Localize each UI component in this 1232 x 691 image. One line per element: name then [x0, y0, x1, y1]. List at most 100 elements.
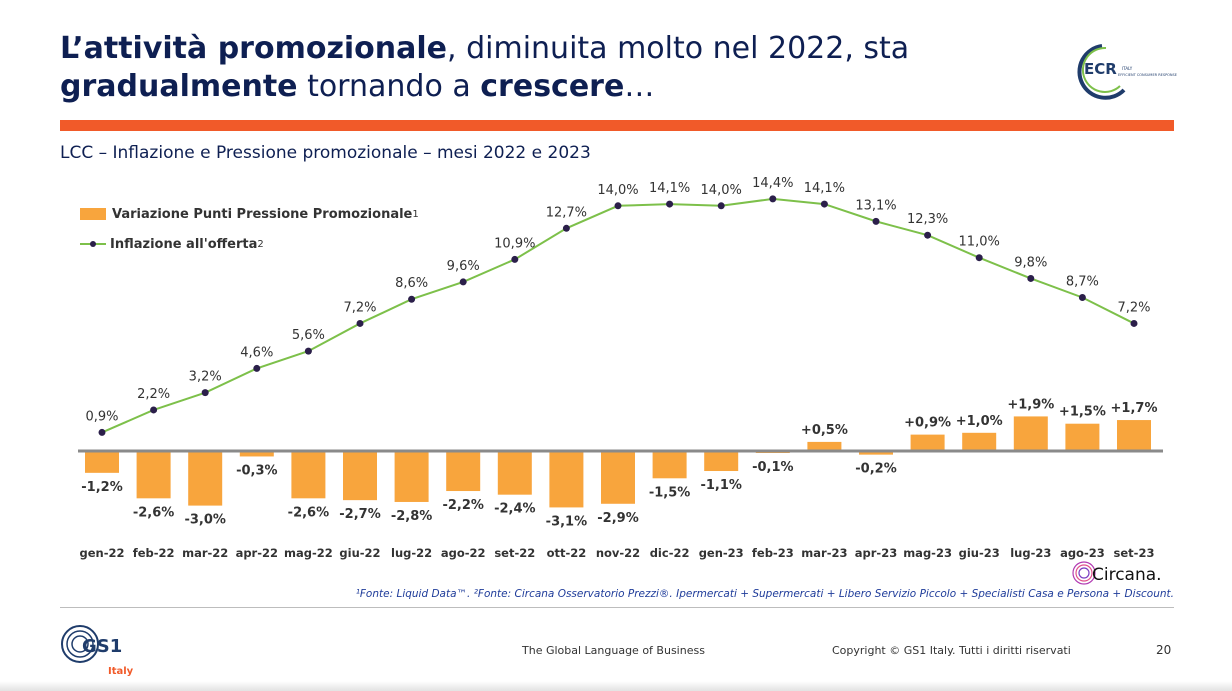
- x-tick-gen-23: gen-23: [699, 546, 744, 560]
- line-label-mag-22: 5,6%: [292, 328, 325, 343]
- line-label-ott-22: 12,7%: [546, 205, 587, 220]
- bar-set-22: [497, 451, 532, 495]
- line-label-set-23: 7,2%: [1117, 300, 1150, 315]
- bar-mag-22: [291, 451, 326, 499]
- line-point-lug-22: [408, 295, 416, 303]
- line-point-apr-22: [253, 364, 261, 372]
- bar-label-lug-23: +1,9%: [1007, 397, 1054, 412]
- bar-label-lug-22: -2,8%: [391, 509, 432, 524]
- line-label-mag-23: 12,3%: [907, 212, 948, 227]
- bar-label-giu-22: -2,7%: [339, 507, 380, 522]
- x-tick-apr-23: apr-23: [855, 546, 897, 560]
- line-point-feb-22: [150, 406, 158, 414]
- bar-label-ott-22: -3,1%: [546, 514, 587, 529]
- x-tick-ott-22: ott-22: [547, 546, 587, 560]
- x-tick-set-23: set-23: [1114, 546, 1155, 560]
- x-tick-nov-22: nov-22: [596, 546, 640, 560]
- bar-mag-23: [910, 434, 945, 451]
- source-note: ¹Fonte: Liquid Data™. ²Fonte: Circana Os…: [355, 588, 1174, 600]
- legend-bar-label: Variazione Punti Pressione Promozionale: [112, 206, 413, 222]
- title-part-6: …: [624, 69, 655, 104]
- x-tick-feb-22: feb-22: [133, 546, 175, 560]
- chart-subtitle: LCC – Inflazione e Pressione promozional…: [60, 143, 591, 163]
- line-label-giu-23: 11,0%: [959, 235, 1000, 250]
- line-point-gen-23: [717, 202, 725, 210]
- gs1-logo-sub: Italy: [108, 666, 134, 677]
- x-tick-gen-22: gen-22: [80, 546, 125, 560]
- line-point-mar-22: [201, 389, 209, 397]
- bar-label-mag-22: -2,6%: [288, 505, 329, 520]
- chart-legend: Variazione Punti Pressione Promozionale 1…: [80, 205, 419, 265]
- x-tick-mag-23: mag-23: [903, 546, 952, 560]
- line-point-mag-22: [304, 347, 312, 355]
- bar-label-set-23: +1,7%: [1111, 401, 1158, 416]
- circana-logo-text: Circana.: [1092, 565, 1162, 585]
- bar-ago-22: [446, 451, 481, 492]
- line-label-lug-22: 8,6%: [395, 276, 428, 291]
- x-tick-giu-23: giu-23: [959, 546, 1000, 560]
- line-label-apr-23: 13,1%: [855, 198, 896, 213]
- line-label-lug-23: 9,8%: [1014, 255, 1047, 270]
- line-label-feb-23: 14,4%: [752, 176, 793, 191]
- line-label-apr-22: 4,6%: [240, 345, 273, 360]
- legend-line-label: Inflazione all'offerta: [110, 236, 258, 252]
- footer-copyright: Copyright © GS1 Italy. Tutti i diritti r…: [832, 644, 1071, 657]
- gs1-logo: GS1 Italy: [61, 625, 134, 677]
- bar-label-mag-23: +0,9%: [904, 416, 951, 431]
- line-point-ott-22: [562, 224, 570, 232]
- page-number: 20: [1156, 643, 1172, 657]
- bar-label-nov-22: -2,9%: [597, 511, 638, 526]
- bar-label-ago-22: -2,2%: [442, 498, 483, 513]
- bar-giu-23: [962, 432, 997, 451]
- ecr-logo-tag: EFFICIENT CONSUMER RESPONSE: [1118, 73, 1177, 77]
- bar-label-gen-22: -1,2%: [81, 480, 122, 495]
- title-part-5: crescere: [480, 69, 625, 104]
- x-tick-lug-22: lug-22: [391, 546, 432, 560]
- line-label-giu-22: 7,2%: [343, 300, 376, 315]
- line-point-mar-23: [820, 200, 828, 208]
- bar-ott-22: [549, 451, 584, 508]
- line-point-nov-22: [614, 202, 622, 210]
- bar-label-giu-23: +1,0%: [956, 414, 1003, 429]
- line-label-feb-22: 2,2%: [137, 387, 170, 402]
- bar-label-apr-23: -0,2%: [855, 462, 896, 477]
- legend-bar-swatch: [80, 208, 106, 220]
- bar-apr-23: [859, 451, 893, 455]
- x-tick-set-22: set-22: [494, 546, 535, 560]
- legend-item-line: Inflazione all'offerta 2: [80, 235, 419, 253]
- line-label-ago-22: 9,6%: [447, 259, 480, 274]
- line-point-giu-22: [356, 319, 364, 327]
- line-label-gen-23: 14,0%: [701, 183, 742, 198]
- bar-label-mar-22: -3,0%: [184, 513, 225, 528]
- circana-logo: Circana.: [1072, 561, 1162, 585]
- bar-ago-23: [1065, 423, 1100, 451]
- footer-tagline: The Global Language of Business: [522, 644, 705, 657]
- line-point-ago-23: [1078, 293, 1086, 301]
- line-label-set-22: 10,9%: [494, 236, 535, 251]
- x-tick-mar-22: mar-22: [182, 546, 228, 560]
- legend-bar-sup: 1: [412, 208, 419, 220]
- ecr-logo: ECR ITALY EFFICIENT CONSUMER RESPONSE: [1077, 44, 1177, 100]
- line-label-mar-22: 3,2%: [189, 370, 222, 385]
- line-label-ago-23: 8,7%: [1066, 274, 1099, 289]
- bar-label-ago-23: +1,5%: [1059, 405, 1106, 420]
- bar-mar-23: [807, 441, 842, 451]
- x-tick-apr-22: apr-22: [236, 546, 278, 560]
- line-point-set-22: [511, 255, 519, 263]
- ecr-logo-text: ECR: [1084, 60, 1117, 78]
- bar-label-feb-23: -0,1%: [752, 460, 793, 475]
- bar-gen-23: [704, 451, 739, 472]
- x-tick-feb-23: feb-23: [752, 546, 794, 560]
- line-point-dic-22: [666, 200, 674, 208]
- ecr-logo-sub: ITALY: [1122, 66, 1133, 71]
- title-part-3: gradualmente: [60, 69, 298, 104]
- bar-feb-22: [136, 451, 171, 499]
- legend-line-sup: 2: [257, 238, 264, 250]
- x-tick-dic-22: dic-22: [650, 546, 690, 560]
- x-tick-mar-23: mar-23: [801, 546, 847, 560]
- x-tick-ago-22: ago-22: [441, 546, 486, 560]
- legend-line-swatch: [80, 238, 106, 250]
- bar-label-dic-22: -1,5%: [649, 485, 690, 500]
- gs1-logo-text: GS1: [82, 636, 122, 657]
- bar-label-gen-23: -1,1%: [700, 478, 741, 493]
